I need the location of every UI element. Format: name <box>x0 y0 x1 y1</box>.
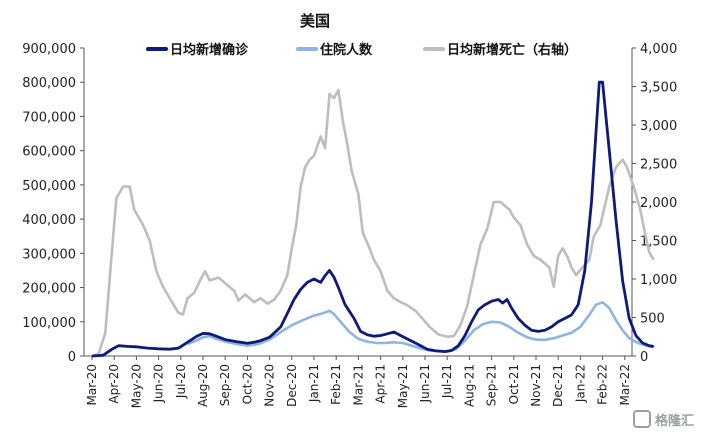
y-left-tick-label: 700,000 <box>22 110 76 125</box>
x-tick-label: Apr-21 <box>374 364 388 404</box>
x-tick-label: May-20 <box>129 364 143 408</box>
watermark-text: 格隆汇 <box>655 413 694 429</box>
y-right-tick-label: 1,000 <box>640 273 677 288</box>
y-left-tick-label: 100,000 <box>22 316 76 331</box>
y-right-tick-label: 2,000 <box>640 196 677 211</box>
x-tick-label: Feb-21 <box>329 364 343 405</box>
y-right-tick-label: 4,000 <box>640 42 677 57</box>
plot-area: 0 100,000 200,000 300,000 400,000 500,000 600,… <box>22 42 677 408</box>
series-line <box>91 89 655 358</box>
x-tick-label: Sep-20 <box>218 364 232 406</box>
y-left-tick-label: 800,000 <box>22 76 76 91</box>
legend-label: 日均新增死亡（右轴） <box>447 42 577 58</box>
series-line <box>91 80 654 358</box>
watermark: 格隆汇 <box>633 410 694 429</box>
chart-title: 美国 <box>300 12 330 30</box>
y-right-tick-label: 500 <box>640 312 665 327</box>
x-tick-label: Sep-21 <box>485 364 499 406</box>
x-tick-label: Jun-21 <box>418 364 432 403</box>
x-tick-labels: Mar-20 Apr-20 May-20 Jun-20 Jul-20 Aug-20 Sep-… <box>85 356 632 408</box>
y-right-tick-label: 0 <box>640 350 648 365</box>
x-tick-label: Jan-21 <box>307 364 321 403</box>
x-tick-label: Aug-20 <box>196 364 210 407</box>
y-left-tick-label: 300,000 <box>22 247 76 262</box>
legend-label: 日均新增确诊 <box>170 42 249 58</box>
x-tick-label: Oct-21 <box>507 364 521 404</box>
x-tick-label: Mar-20 <box>85 364 99 405</box>
x-tick-label: Jun-20 <box>152 364 166 403</box>
y-left-tick-label: 0 <box>68 350 76 365</box>
x-tick-label: Jan-22 <box>573 364 587 403</box>
legend: 日均新增确诊 住院人数 日均新增死亡（右轴） <box>146 42 577 58</box>
y-right-tick-labels: 0 500 1,000 1,500 2,000 2,500 3,000 3,500 4,000 <box>632 42 677 365</box>
x-tick-label: Nov-20 <box>263 364 277 407</box>
y-left-tick-label: 200,000 <box>22 282 76 297</box>
x-tick-label: Mar-22 <box>618 364 632 405</box>
x-tick-label: Mar-21 <box>351 364 365 405</box>
y-left-tick-label: 600,000 <box>22 145 76 160</box>
x-tick-label: Nov-21 <box>529 364 543 407</box>
series-lines <box>91 80 655 358</box>
y-right-tick-label: 3,000 <box>640 119 677 134</box>
y-right-tick-label: 2,500 <box>640 158 677 173</box>
y-left-tick-labels: 0 100,000 200,000 300,000 400,000 500,000 600,… <box>22 42 84 365</box>
x-tick-label: May-21 <box>396 364 410 408</box>
legend-label: 住院人数 <box>320 42 373 58</box>
y-right-tick-label: 1,500 <box>640 235 677 250</box>
x-tick-label: Dec-21 <box>551 364 565 407</box>
series-line <box>187 301 655 353</box>
x-tick-label: Apr-20 <box>107 364 121 404</box>
y-right-tick-label: 3,500 <box>640 81 677 96</box>
x-tick-label: Feb-22 <box>596 364 610 405</box>
y-left-tick-label: 900,000 <box>22 42 76 57</box>
x-tick-label: Oct-20 <box>240 364 254 404</box>
x-tick-label: Aug-21 <box>462 364 476 407</box>
x-tick-label: Jul-20 <box>174 364 188 399</box>
x-tick-label: Dec-20 <box>285 364 299 407</box>
x-tick-label: Jul-21 <box>440 364 454 399</box>
y-left-tick-label: 500,000 <box>22 179 76 194</box>
y-left-tick-label: 400,000 <box>22 213 76 228</box>
logo-square-icon <box>633 410 651 428</box>
